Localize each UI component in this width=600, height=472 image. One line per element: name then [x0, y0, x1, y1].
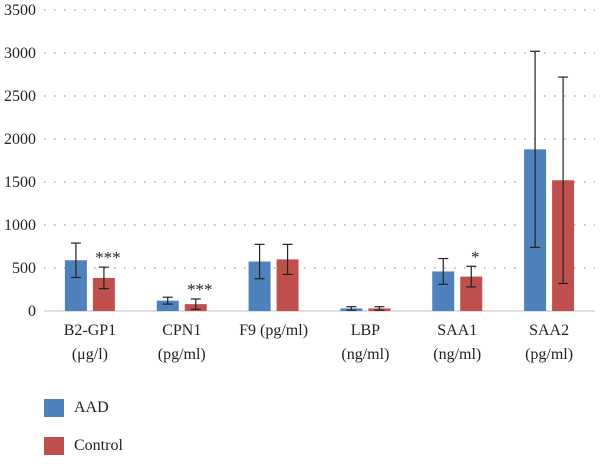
bar-aad-0	[64, 260, 87, 311]
legend-label-aad: AAD	[74, 399, 109, 416]
legend-swatch-control	[44, 437, 64, 455]
x-tick-label: F9 (pg/ml)	[239, 322, 308, 339]
significance-label: *	[471, 247, 480, 266]
x-tick-label: SAA1	[437, 322, 477, 339]
bar-aad-1	[156, 300, 179, 311]
x-tick-label: LBP	[351, 322, 380, 339]
legend-swatch-aad	[44, 399, 64, 417]
bar-control-2	[276, 259, 299, 311]
legend-label-control: Control	[74, 437, 123, 454]
y-tick-label: 3000	[4, 45, 36, 62]
bar-aad-4	[432, 271, 455, 311]
y-tick-label: 500	[12, 260, 36, 277]
significance-label: ***	[187, 280, 213, 299]
x-tick-label: B2-GP1	[64, 322, 116, 339]
x-tick-label-unit: (pg/ml)	[525, 346, 573, 363]
y-tick-label: 3500	[4, 2, 36, 19]
significance-labels: *******	[95, 247, 479, 299]
x-tick-label-unit: (ng/ml)	[433, 346, 481, 363]
y-axis: 0 500 1000 1500 2000 2500 3000 3500	[4, 2, 36, 320]
legend: AAD Control	[44, 396, 123, 472]
y-tick-label: 2000	[4, 131, 36, 148]
bar-aad-2	[248, 261, 271, 311]
bar-control-4	[460, 276, 483, 311]
x-tick-label-unit: (μg/l)	[72, 346, 108, 363]
y-tick-label: 1000	[4, 217, 36, 234]
x-axis-labels: B2-GP1 (μg/l) CPN1 (pg/ml) F9 (pg/ml) LBP (ng/…	[64, 322, 573, 363]
gridlines	[44, 9, 595, 312]
y-tick-label: 2500	[4, 88, 36, 105]
y-tick-label: 1500	[4, 174, 36, 191]
bar-control-0	[92, 277, 115, 311]
x-tick-label: SAA2	[529, 322, 569, 339]
legend-item-control: Control	[44, 434, 123, 458]
x-tick-label-unit: (ng/ml)	[341, 346, 389, 363]
error-bars	[70, 50, 569, 311]
y-tick-label: 0	[28, 303, 36, 320]
x-tick-label-unit: (pg/ml)	[158, 346, 206, 363]
significance-label: ***	[95, 248, 121, 267]
bars	[64, 149, 575, 311]
x-tick-label: CPN1	[162, 322, 201, 339]
legend-item-aad: AAD	[44, 396, 123, 420]
